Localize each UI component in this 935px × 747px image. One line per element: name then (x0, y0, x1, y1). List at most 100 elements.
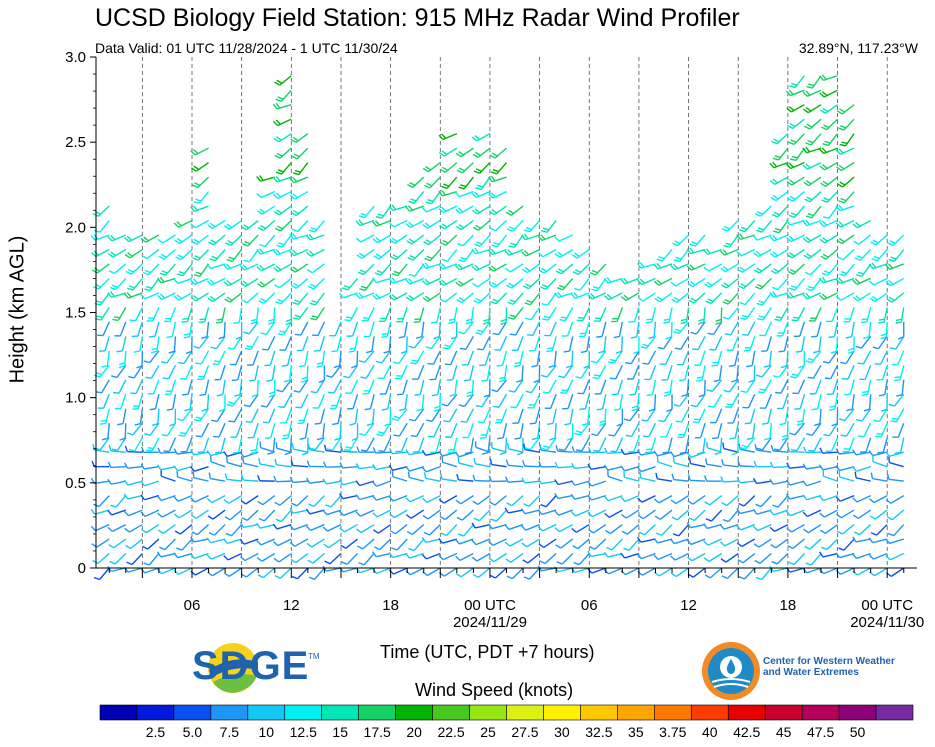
wind-barb-feather (423, 531, 430, 536)
wind-barb-feather (785, 219, 791, 226)
wind-barb-feather (738, 228, 746, 233)
wind-barb-staff (557, 494, 573, 500)
wind-barb-staff (774, 248, 789, 258)
wind-barb-feather (804, 198, 811, 203)
wind-barb-feather (603, 277, 609, 284)
wind-barb-staff (171, 321, 177, 337)
wind-barb-feather (430, 321, 438, 324)
wind-barb-staff (443, 205, 458, 214)
wind-barb-feather (316, 362, 323, 365)
wind-barb-feather (852, 466, 857, 472)
wind-barb-feather (559, 318, 566, 322)
wind-barb-feather (306, 477, 311, 484)
wind-barb-feather (166, 335, 173, 339)
wind-barb-feather (274, 154, 281, 159)
wind-barb-staff (753, 365, 756, 381)
wind-barb-staff (491, 523, 507, 530)
wind-barb-feather (831, 423, 838, 427)
wind-barb-staff (791, 523, 805, 533)
wind-barb-staff (252, 350, 259, 366)
wind-barb-feather (819, 221, 825, 227)
wind-barb-feather (821, 147, 827, 153)
wind-barb-feather (96, 315, 103, 319)
wind-barb-staff (168, 364, 177, 379)
wind-barb-staff (794, 422, 805, 436)
wind-barb-feather (592, 286, 600, 289)
wind-barb-staff (745, 306, 756, 320)
wind-barb-feather (173, 552, 179, 559)
wind-barb-feather (885, 499, 892, 504)
wind-barb-feather (570, 493, 576, 500)
wind-barb-feather (310, 390, 317, 394)
wind-barb-feather (372, 447, 377, 454)
wind-barb-feather (662, 451, 669, 454)
wind-barb-staff (576, 523, 590, 533)
wind-barb-feather (192, 205, 198, 211)
wind-barb-feather (146, 449, 153, 452)
wind-barb-staff (351, 321, 359, 337)
wind-barb-staff (650, 437, 657, 453)
wind-barb-staff (325, 449, 342, 453)
wind-barb-staff (734, 350, 739, 366)
wind-barb-feather (441, 263, 447, 269)
wind-barb-staff (648, 422, 657, 438)
wind-barb-staff (509, 263, 524, 273)
wind-barb-staff (740, 523, 756, 531)
wind-barb-feather (722, 265, 729, 271)
wind-barb-feather (305, 234, 311, 241)
wind-barb-feather (497, 437, 504, 440)
wind-barb-staff (452, 365, 458, 380)
wind-barb-staff (576, 248, 590, 259)
wind-barb-feather (653, 450, 659, 457)
sdge-logo-icon (208, 643, 258, 693)
wind-barb-staff (262, 219, 276, 231)
wind-barb-staff (889, 552, 905, 561)
wind-barb-feather (818, 277, 824, 284)
wind-barb-staff (624, 494, 640, 503)
wind-barb-staff (761, 364, 772, 378)
wind-barb-feather (788, 292, 794, 298)
wind-barb-feather (753, 252, 759, 258)
wind-barb-feather (570, 511, 576, 517)
wind-barb-feather (245, 420, 252, 423)
wind-barb-staff (611, 538, 623, 551)
wind-barb-feather (819, 464, 824, 471)
wind-barb-staff (294, 263, 309, 273)
wind-barb-staff (574, 465, 590, 470)
wind-barb-staff (178, 567, 193, 575)
wind-barb-feather (108, 270, 115, 275)
wind-barb-feather (408, 221, 414, 227)
wind-barb-feather (439, 298, 446, 303)
wind-barb-staff (279, 495, 292, 506)
x-tick-label: 12 (680, 597, 697, 614)
wind-barb-staff (314, 437, 325, 451)
wind-barb-staff (194, 494, 209, 503)
wind-barb-staff (296, 277, 309, 289)
wind-barb-feather (327, 391, 335, 394)
wind-barb-staff (392, 552, 408, 559)
wind-barb-staff (369, 394, 375, 409)
wind-barb-feather (438, 190, 444, 197)
wind-barb-feather (257, 226, 264, 231)
wind-barb-staff (659, 509, 673, 520)
wind-barb-staff (478, 292, 491, 304)
wind-barb-staff (552, 408, 557, 424)
wind-barb-staff (193, 538, 209, 543)
wind-barb-feather (756, 210, 763, 215)
wind-barb-staff (891, 509, 905, 521)
wind-barb-feather (510, 406, 517, 409)
wind-barb-feather (473, 457, 476, 464)
wind-barb-feather (589, 272, 596, 276)
wind-barb-staff (686, 379, 690, 395)
colorbar-label: 10 (259, 724, 275, 740)
wind-barb-staff (560, 538, 574, 549)
wind-barb-staff (866, 379, 872, 395)
wind-barb-feather (308, 503, 315, 508)
wind-barb-staff (161, 475, 176, 482)
wind-barb-feather (596, 408, 603, 411)
wind-barb-feather (324, 560, 331, 565)
wind-barb-staff (899, 365, 905, 380)
wind-barb-feather (686, 539, 692, 545)
colorbar-swatch (617, 704, 655, 721)
wind-barb-feather (636, 553, 642, 560)
